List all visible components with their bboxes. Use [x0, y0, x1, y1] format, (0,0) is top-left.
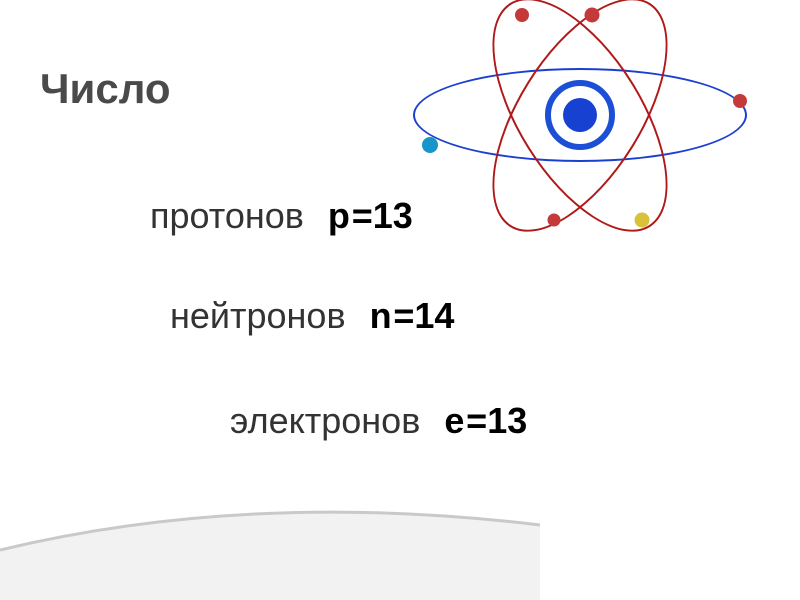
protons-line: протонов p=13	[150, 195, 413, 237]
protons-value: =13	[352, 195, 413, 237]
neutrons-line: нейтронов n=14	[170, 295, 454, 337]
electron-3	[585, 8, 600, 23]
neutrons-symbol: n	[370, 295, 392, 337]
protons-symbol: p	[328, 195, 350, 237]
swoosh-fill	[0, 512, 540, 600]
protons-formula: p=13	[328, 195, 413, 236]
electron-6	[548, 214, 561, 227]
nucleus-core	[563, 98, 597, 132]
electrons-label: электронов	[230, 400, 420, 441]
neutrons-value: =14	[393, 295, 454, 337]
electron-4	[515, 8, 529, 22]
electrons-symbol: e	[444, 400, 464, 442]
neutrons-label: нейтронов	[170, 295, 346, 336]
protons-label: протонов	[150, 195, 304, 236]
slide-title: Число	[40, 65, 170, 113]
atom-diagram	[405, 0, 755, 290]
electrons-value: =13	[466, 400, 527, 442]
electron-2	[733, 94, 747, 108]
electron-5	[635, 213, 650, 228]
decorative-swoosh	[0, 480, 800, 600]
neutrons-formula: n=14	[370, 295, 455, 336]
electron-1	[422, 137, 438, 153]
electrons-line: электронов e=13	[230, 400, 527, 442]
electrons-formula: e=13	[444, 400, 527, 441]
